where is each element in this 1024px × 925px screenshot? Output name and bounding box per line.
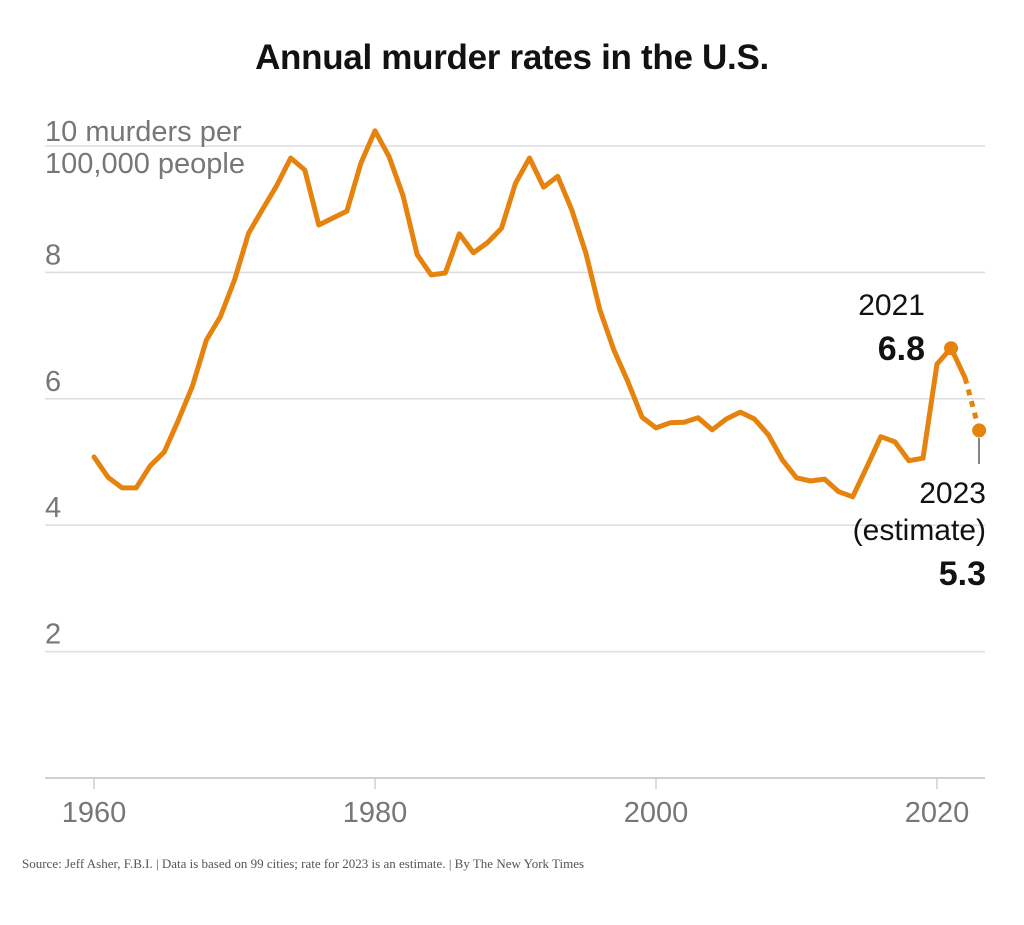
annotation-2023-value: 5.3 [939, 555, 986, 593]
annotation-2023-year: 2023 [919, 477, 986, 510]
annotation-2021-year: 2021 [858, 289, 925, 322]
y-unit-label-line2: 100,000 people [45, 148, 245, 180]
gridlines [45, 145, 985, 779]
y-unit-label-line1: 10 murders per [45, 116, 242, 148]
x-tick-label: 1960 [62, 797, 127, 829]
annotation-point-2021 [944, 341, 959, 356]
x-tick-label: 2000 [624, 797, 689, 829]
series-lines [91, 128, 987, 500]
x-tick-label: 2020 [905, 797, 970, 829]
y-tick-label: 8 [45, 239, 61, 271]
annotations: 2021 6.8 2023 (estimate) 5.3 [853, 289, 986, 593]
x-tick-label: 1980 [343, 797, 408, 829]
annotation-2023-sublabel: (estimate) [853, 514, 986, 547]
x-axis: 1960 1980 2000 2020 [62, 779, 970, 829]
estimate-dotted-line [962, 377, 982, 432]
annotation-2021-value: 6.8 [878, 330, 925, 368]
annotation-point-2023 [972, 423, 987, 438]
murder-rate-line [91, 128, 968, 500]
y-tick-label: 4 [45, 492, 61, 524]
y-axis-labels: 2 4 6 8 [45, 239, 61, 650]
y-tick-label: 2 [45, 619, 61, 651]
chart-title: Annual murder rates in the U.S. [255, 38, 769, 77]
source-note: Source: Jeff Asher, F.B.I. | Data is bas… [22, 856, 585, 871]
y-tick-label: 6 [45, 366, 61, 398]
